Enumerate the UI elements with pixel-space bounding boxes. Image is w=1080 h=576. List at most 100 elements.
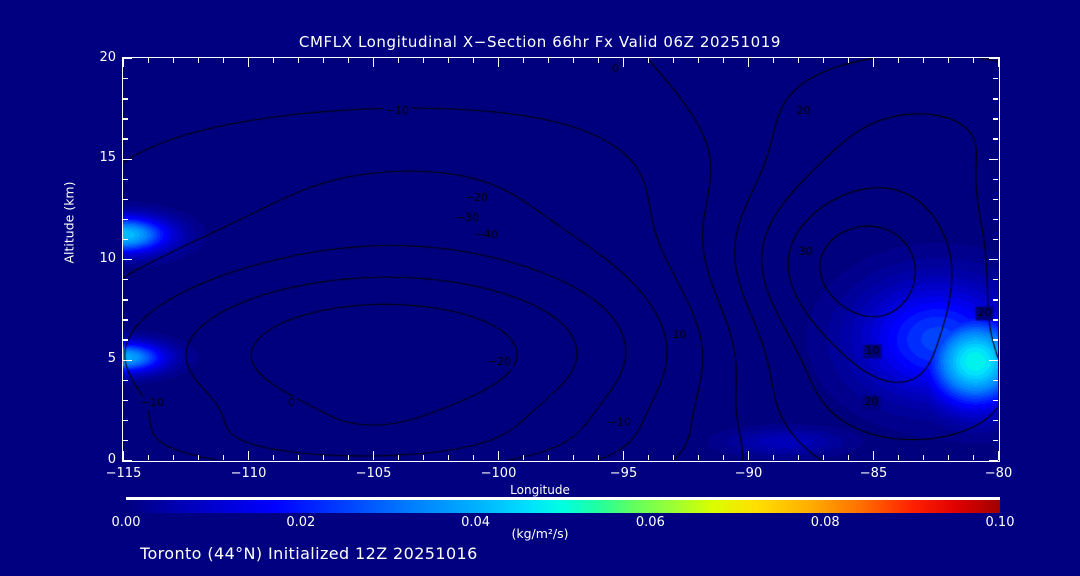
axis-tick-mark bbox=[873, 58, 875, 67]
axis-tick-mark bbox=[348, 455, 350, 460]
colorbar-tick-label: 0.00 bbox=[111, 515, 141, 530]
axis-tick-mark bbox=[273, 455, 275, 460]
axis-tick-mark bbox=[823, 58, 825, 63]
axis-tick-mark bbox=[648, 455, 650, 460]
axis-tick-mark bbox=[123, 259, 132, 261]
axis-tick-mark bbox=[623, 58, 625, 67]
y-axis-label: Altitude (km) bbox=[61, 181, 77, 264]
axis-tick-mark bbox=[748, 58, 750, 67]
y-tick-label: 20 bbox=[99, 49, 116, 65]
axis-tick-mark bbox=[123, 118, 128, 120]
axis-tick-mark bbox=[648, 58, 650, 63]
axis-tick-mark bbox=[973, 455, 975, 460]
axis-tick-mark bbox=[993, 339, 998, 341]
axis-tick-mark bbox=[723, 58, 725, 63]
axis-tick-mark bbox=[123, 58, 125, 67]
axis-tick-mark bbox=[223, 58, 225, 63]
axis-tick-mark bbox=[989, 158, 998, 160]
axis-tick-mark bbox=[448, 455, 450, 460]
axis-tick-mark bbox=[123, 158, 132, 160]
axis-tick-mark bbox=[598, 455, 600, 460]
colorbar-tick-label: 0.02 bbox=[286, 515, 316, 530]
axis-tick-mark bbox=[123, 218, 128, 221]
axis-tick-mark bbox=[698, 58, 700, 63]
axis-tick-mark bbox=[248, 58, 250, 67]
axis-tick-mark bbox=[323, 455, 325, 460]
axis-tick-mark bbox=[993, 138, 998, 140]
axis-tick-mark bbox=[123, 178, 128, 180]
axis-tick-mark bbox=[123, 238, 128, 241]
axis-tick-mark bbox=[993, 118, 998, 120]
axis-tick-mark bbox=[248, 451, 250, 460]
colorbar-tick-label: 0.06 bbox=[635, 515, 665, 530]
axis-tick-mark bbox=[798, 58, 800, 63]
x-tick-label: −100 bbox=[480, 466, 517, 481]
axis-tick-mark bbox=[498, 451, 500, 460]
y-tick-label: 10 bbox=[99, 250, 116, 266]
axis-tick-mark bbox=[523, 58, 525, 63]
axis-tick-mark bbox=[993, 319, 998, 321]
axis-tick-mark bbox=[923, 58, 925, 63]
axis-tick-mark bbox=[423, 58, 425, 63]
axis-tick-mark bbox=[123, 339, 128, 341]
axis-tick-mark bbox=[123, 299, 128, 301]
axis-tick-mark bbox=[123, 379, 128, 381]
axis-tick-mark bbox=[373, 451, 375, 460]
colorbar-tick-label: 0.08 bbox=[810, 515, 840, 530]
axis-tick-mark bbox=[973, 58, 975, 63]
axis-tick-mark bbox=[548, 455, 550, 460]
axis-tick-mark bbox=[773, 58, 775, 63]
x-tick-label: −85 bbox=[859, 466, 888, 481]
colorbar bbox=[126, 499, 1000, 513]
axis-tick-mark bbox=[298, 455, 300, 460]
x-axis-ticks: −115 −110 −105 −100 −95 −90 −85 −80 bbox=[0, 0, 1080, 481]
axis-tick-mark bbox=[773, 455, 775, 460]
axis-tick-mark bbox=[948, 455, 950, 460]
axis-tick-mark bbox=[198, 455, 200, 460]
y-tick-label: 15 bbox=[99, 150, 116, 165]
colorbar-tick-label: 0.04 bbox=[461, 515, 491, 530]
axis-tick-mark bbox=[873, 451, 875, 460]
axis-tick-mark bbox=[473, 455, 475, 460]
axis-tick-mark bbox=[993, 279, 998, 281]
axis-tick-mark bbox=[948, 58, 950, 63]
colorbar-unit-label: (kg/m²/s) bbox=[511, 526, 569, 541]
colorbar-top-rule bbox=[126, 497, 1000, 499]
axis-tick-mark bbox=[993, 439, 998, 442]
axis-tick-mark bbox=[548, 58, 550, 63]
axis-tick-mark bbox=[123, 138, 128, 140]
axis-tick-mark bbox=[993, 218, 998, 221]
axis-tick-mark bbox=[173, 58, 175, 63]
y-tick-label: 5 bbox=[107, 351, 116, 366]
axis-tick-mark bbox=[623, 451, 625, 460]
axis-tick-mark bbox=[398, 58, 400, 63]
axis-tick-mark bbox=[673, 455, 675, 460]
axis-tick-mark bbox=[998, 451, 999, 460]
axis-tick-mark bbox=[573, 455, 575, 460]
axis-tick-mark bbox=[473, 58, 475, 63]
axis-tick-mark bbox=[698, 455, 700, 460]
axis-tick-mark bbox=[993, 178, 998, 180]
x-tick-label: −90 bbox=[734, 466, 763, 481]
x-tick-label: −80 bbox=[984, 466, 1013, 481]
axis-tick-mark bbox=[898, 455, 900, 460]
axis-tick-mark bbox=[798, 455, 800, 460]
axis-tick-mark bbox=[748, 451, 750, 460]
axis-tick-mark bbox=[423, 455, 425, 460]
x-tick-label: −115 bbox=[105, 466, 142, 481]
axis-tick-mark bbox=[123, 460, 132, 461]
axis-tick-mark bbox=[198, 58, 200, 63]
axis-tick-mark bbox=[123, 419, 128, 422]
axis-tick-mark bbox=[123, 279, 128, 281]
axis-tick-mark bbox=[148, 58, 150, 63]
y-axis-ticks: 0 5 10 15 20 bbox=[78, 50, 116, 467]
axis-tick-mark bbox=[923, 455, 925, 460]
axis-tick-mark bbox=[673, 58, 675, 63]
axis-tick-mark bbox=[993, 198, 998, 201]
axis-tick-mark bbox=[989, 460, 998, 461]
axis-tick-mark bbox=[123, 58, 132, 60]
axis-tick-mark bbox=[573, 58, 575, 63]
colorbar-tick-label: 0.10 bbox=[985, 515, 1015, 530]
axis-tick-mark bbox=[173, 455, 175, 460]
